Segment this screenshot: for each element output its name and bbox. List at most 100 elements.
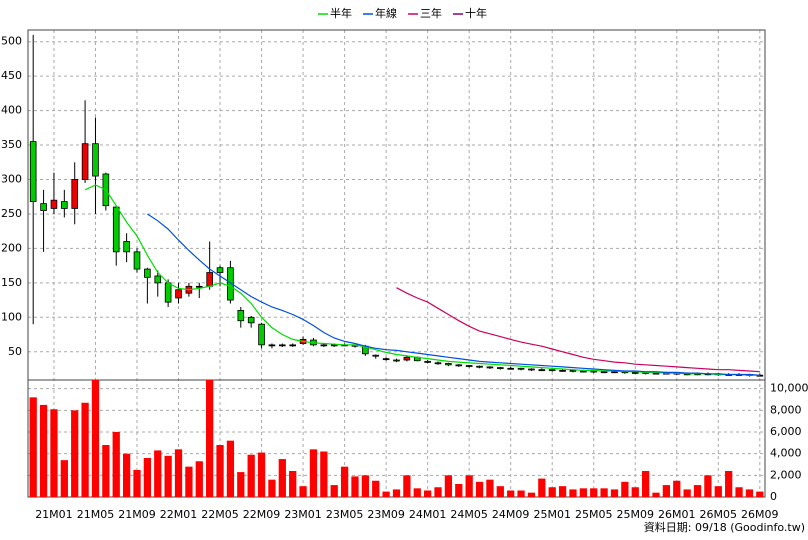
y-tick-label: 150: [1, 276, 22, 289]
volume-bar: [382, 491, 390, 497]
x-tick-label: 23M01: [284, 508, 322, 521]
y-tick-label: 450: [1, 69, 22, 82]
legend-label: 年線: [375, 6, 397, 20]
volume-bar: [434, 487, 442, 497]
ma-line: [84, 184, 760, 376]
candle-body: [206, 272, 213, 287]
volume-bar: [351, 476, 359, 497]
candle-body: [465, 365, 473, 367]
y2-tick-label: 4,000: [770, 447, 802, 460]
candle-body: [528, 368, 535, 371]
candle-body: [507, 367, 514, 370]
legend-label: 十年: [465, 6, 487, 20]
x-tick-label: 25M01: [533, 508, 571, 521]
legend-label: 三年: [420, 6, 442, 20]
volume-bar: [569, 489, 577, 497]
volume-bar: [143, 458, 152, 497]
y-tick-label: 500: [1, 35, 22, 48]
candle-body: [133, 251, 141, 270]
candle-body: [330, 344, 338, 347]
volume-bar: [693, 485, 702, 497]
volume-bar: [756, 491, 764, 497]
x-tick-label: 25M05: [575, 508, 613, 521]
x-tick-label: 23M09: [367, 508, 405, 521]
volume-bar: [299, 486, 307, 497]
candle-body: [144, 268, 151, 278]
candle-body: [382, 358, 390, 361]
candle-body: [559, 369, 566, 372]
candle-body: [92, 143, 99, 177]
volume-bar: [29, 397, 37, 497]
x-tick-label: 26M01: [658, 508, 696, 521]
candle-body: [652, 372, 660, 375]
candle-body: [279, 344, 286, 347]
x-tick-label: 22M09: [243, 508, 281, 521]
volume-bar: [517, 490, 525, 497]
candle-body: [538, 369, 546, 372]
x-tick-label: 21M05: [77, 508, 115, 521]
volume-bar: [652, 492, 660, 497]
y-tick-label: 400: [1, 104, 22, 117]
volume-bar: [673, 480, 681, 497]
candle-body: [320, 344, 328, 347]
volume-bar: [195, 461, 203, 497]
x-tick-label: 23M05: [326, 508, 364, 521]
candle-body: [195, 285, 203, 288]
volume-bar: [507, 490, 515, 497]
candle-body: [61, 201, 68, 209]
volume-bar: [465, 475, 473, 497]
volume-bar: [392, 489, 401, 497]
candle-body: [29, 141, 37, 202]
y-tick-label: 100: [1, 310, 22, 323]
volume-bar: [641, 471, 650, 497]
volume-bar: [361, 475, 369, 497]
candle-body: [227, 267, 234, 301]
candle-body: [237, 310, 245, 322]
volume-bar: [579, 488, 587, 497]
candle-body: [216, 267, 224, 273]
candle-body: [71, 179, 79, 209]
volume-bar: [403, 475, 411, 497]
x-tick-label: 24M01: [409, 508, 447, 521]
volume-bar: [745, 489, 754, 497]
candle-body: [445, 363, 452, 366]
ma-line: [396, 287, 760, 373]
volume-bar: [206, 380, 214, 497]
volume-bar: [590, 488, 598, 497]
volume-bar: [486, 479, 494, 497]
y2-tick-label: 0: [770, 490, 777, 503]
volume-bar: [330, 485, 338, 497]
volume-bar: [538, 478, 546, 497]
candle-body: [393, 359, 400, 362]
volume-bar: [309, 449, 318, 497]
volume-bar: [174, 449, 183, 497]
y-tick-label: 350: [1, 138, 22, 151]
candle-body: [258, 323, 265, 346]
candle-body: [611, 371, 618, 374]
volume-bar: [164, 455, 172, 497]
candle-body: [455, 364, 463, 367]
candle-body: [517, 367, 525, 370]
legend-label: 半年: [330, 6, 352, 20]
volume-bar: [185, 466, 193, 497]
volume-bar: [320, 451, 328, 497]
volume-bar: [610, 489, 619, 497]
volume-bar: [226, 440, 235, 497]
volume-bar: [714, 486, 722, 497]
candle-body: [289, 344, 297, 347]
volume-bar: [704, 475, 712, 497]
candle-body: [403, 356, 411, 361]
volume-bar: [216, 445, 224, 497]
volume-bar: [133, 469, 141, 497]
candle-body: [50, 199, 58, 209]
x-tick-label: 21M09: [118, 508, 156, 521]
x-tick-label: 26M05: [700, 508, 738, 521]
candle-body: [424, 360, 431, 363]
candle-body: [123, 241, 130, 253]
volume-bar: [268, 479, 276, 497]
candle-body: [268, 344, 276, 347]
candle-body: [247, 316, 255, 324]
volume-bar: [122, 453, 131, 497]
